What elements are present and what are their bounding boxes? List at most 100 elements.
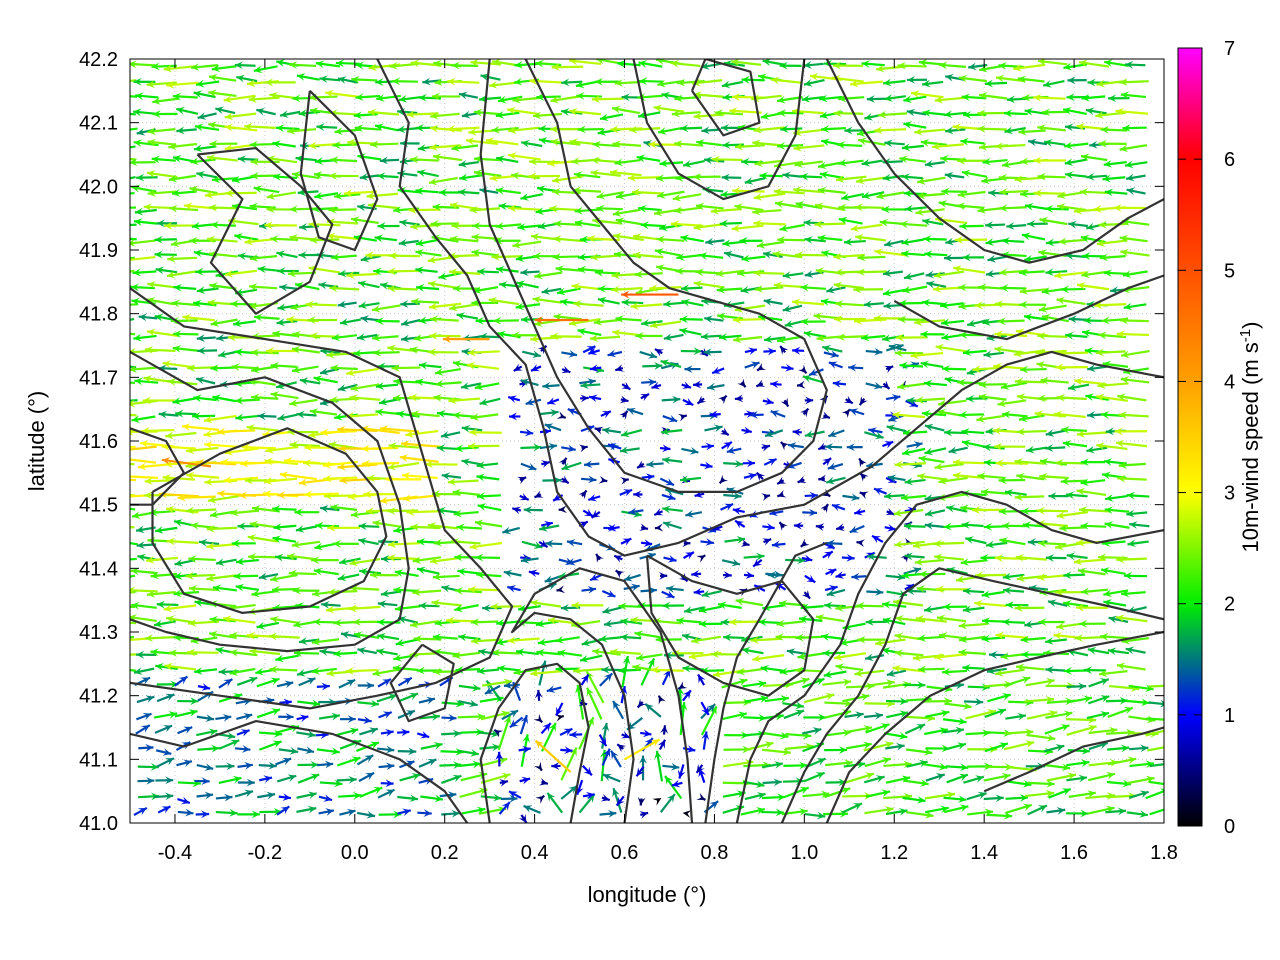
wind-arrow xyxy=(752,654,785,663)
wind-arrow xyxy=(814,202,845,211)
wind-arrow xyxy=(130,445,157,451)
wind-arrow xyxy=(978,92,1008,100)
wind-arrow xyxy=(1019,300,1047,309)
wind-arrow xyxy=(916,191,945,200)
wind-arrow xyxy=(737,269,765,277)
wind-arrow xyxy=(587,493,601,502)
wind-arrow xyxy=(154,250,177,259)
wind-arrow xyxy=(822,457,832,467)
wind-arrow xyxy=(696,554,706,563)
wind-arrow xyxy=(577,125,604,134)
wind-arrow xyxy=(130,283,156,292)
wind-arrow xyxy=(1078,59,1110,68)
wind-arrow xyxy=(884,365,894,374)
wind-arrow xyxy=(540,722,557,752)
wind-arrow xyxy=(721,80,744,89)
wind-arrow xyxy=(569,59,602,66)
wind-arrow xyxy=(602,606,622,615)
wind-arrow xyxy=(476,571,502,579)
wind-arrow xyxy=(277,413,298,422)
wind-arrow xyxy=(130,206,137,209)
wind-arrow xyxy=(207,495,239,504)
wind-arrow xyxy=(331,253,357,261)
wind-arrow xyxy=(193,394,217,403)
wind-arrow xyxy=(250,348,279,357)
wind-arrow xyxy=(920,330,945,339)
colorbar-tick-label: 6 xyxy=(1224,149,1235,171)
wind-arrow xyxy=(468,585,501,594)
wind-arrow xyxy=(848,363,864,372)
wind-arrow xyxy=(415,266,438,275)
wind-arrow xyxy=(130,79,137,82)
wind-arrow xyxy=(648,140,682,149)
wind-arrow xyxy=(410,410,440,419)
x-axis-label: longitude (°) xyxy=(588,882,707,907)
wind-arrow xyxy=(1106,779,1132,788)
wind-arrow xyxy=(330,364,358,372)
wind-arrow xyxy=(470,59,502,67)
wind-arrow xyxy=(223,476,259,484)
wind-arrow xyxy=(1020,635,1046,644)
wind-arrow xyxy=(943,742,967,751)
wind-arrow xyxy=(795,251,826,259)
wind-arrow xyxy=(397,808,412,817)
wind-arrow xyxy=(498,801,511,815)
wind-arrow xyxy=(194,123,220,132)
wind-arrow xyxy=(391,364,421,372)
wind-arrow xyxy=(620,537,632,546)
wind-arrow xyxy=(866,588,884,596)
wind-arrow xyxy=(425,460,458,469)
terrain-contours xyxy=(130,59,1164,823)
wind-arrow xyxy=(397,692,419,703)
wind-arrow xyxy=(320,428,357,437)
wind-arrow xyxy=(966,791,987,801)
wind-arrow xyxy=(685,510,703,518)
wind-arrow xyxy=(826,539,843,548)
wind-arrow xyxy=(762,397,774,406)
wind-arrow xyxy=(1078,619,1106,628)
y-tick-label: 41.9 xyxy=(79,240,118,262)
wind-arrow xyxy=(897,61,927,70)
wind-arrow xyxy=(983,794,1004,803)
wind-arrow xyxy=(220,458,257,467)
wind-arrow xyxy=(1087,646,1110,655)
wind-arrow xyxy=(292,586,320,595)
wind-arrow xyxy=(594,426,604,435)
wind-arrow xyxy=(859,472,869,482)
wind-arrow xyxy=(1079,188,1110,196)
wind-arrow xyxy=(744,177,766,185)
wind-arrow xyxy=(315,521,340,530)
wind-arrow xyxy=(901,249,926,258)
wind-arrow xyxy=(1096,393,1129,402)
wind-arrow xyxy=(276,318,298,327)
wind-arrow xyxy=(546,792,564,814)
wind-arrow xyxy=(857,253,886,262)
wind-arrow xyxy=(194,777,210,786)
wind-arrow xyxy=(795,200,823,210)
wind-arrow xyxy=(185,571,216,580)
wind-arrow xyxy=(461,424,483,433)
wind-arrow xyxy=(1066,809,1089,818)
wind-arrow xyxy=(732,507,745,515)
wind-arrow xyxy=(147,189,177,197)
wind-arrow xyxy=(984,79,1008,88)
terrain-contour xyxy=(151,427,388,614)
wind-arrow xyxy=(612,140,642,149)
wind-arrow xyxy=(1055,458,1085,467)
wind-arrow xyxy=(611,285,643,294)
wind-arrow xyxy=(397,747,417,756)
wind-arrow xyxy=(1024,789,1055,798)
wind-arrow xyxy=(662,456,683,465)
wind-arrow xyxy=(958,621,988,630)
wind-arrow xyxy=(958,410,984,419)
wind-arrow xyxy=(273,523,297,531)
wind-arrow xyxy=(979,380,1007,389)
wind-arrow xyxy=(720,502,734,511)
wind-arrow xyxy=(194,667,218,675)
wind-arrow xyxy=(780,441,790,451)
wind-arrow xyxy=(168,174,197,183)
wind-arrow xyxy=(915,615,947,624)
terrain-contour xyxy=(825,59,1164,264)
wind-arrow xyxy=(681,298,704,307)
wind-arrow xyxy=(340,715,356,724)
